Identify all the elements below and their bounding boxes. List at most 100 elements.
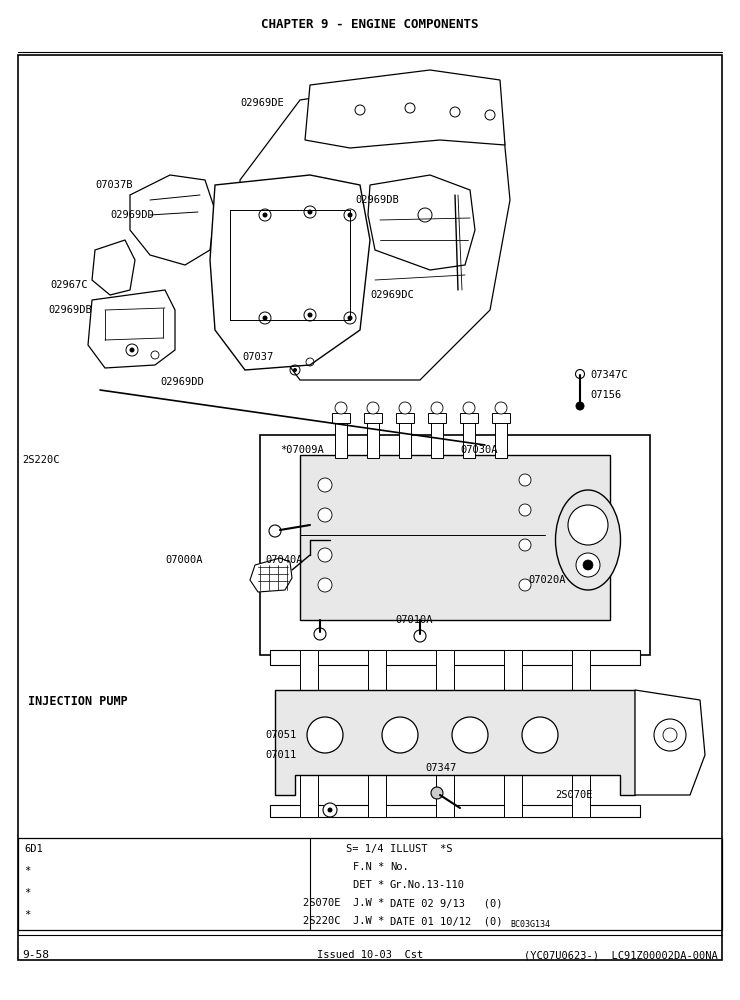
Polygon shape xyxy=(130,175,215,265)
Polygon shape xyxy=(240,80,510,380)
Text: 07000A: 07000A xyxy=(165,555,203,565)
Circle shape xyxy=(308,210,312,215)
Circle shape xyxy=(519,539,531,551)
Circle shape xyxy=(414,630,426,642)
Circle shape xyxy=(323,803,337,817)
Circle shape xyxy=(263,316,267,320)
Polygon shape xyxy=(92,240,135,295)
Circle shape xyxy=(328,808,332,812)
Circle shape xyxy=(308,312,312,318)
Text: *07009A: *07009A xyxy=(280,445,324,455)
Text: 2S070E: 2S070E xyxy=(555,790,593,800)
Ellipse shape xyxy=(556,490,621,590)
Circle shape xyxy=(367,402,379,414)
Circle shape xyxy=(431,787,443,799)
Circle shape xyxy=(314,628,326,640)
Bar xyxy=(332,413,350,423)
Bar xyxy=(396,413,414,423)
Text: 07010A: 07010A xyxy=(395,615,432,625)
Polygon shape xyxy=(210,175,370,370)
Text: DATE 01 10/12  (0): DATE 01 10/12 (0) xyxy=(390,916,502,926)
Circle shape xyxy=(335,402,347,414)
Bar xyxy=(300,650,318,817)
Circle shape xyxy=(318,548,332,562)
Polygon shape xyxy=(635,690,705,795)
Circle shape xyxy=(654,719,686,751)
Polygon shape xyxy=(250,558,292,592)
Circle shape xyxy=(307,717,343,753)
Circle shape xyxy=(269,525,281,537)
Polygon shape xyxy=(305,70,505,148)
Text: DATE 02 9/13   (0): DATE 02 9/13 (0) xyxy=(390,898,502,908)
Circle shape xyxy=(382,717,418,753)
Text: S= 1/4: S= 1/4 xyxy=(346,844,384,854)
Text: 6D1: 6D1 xyxy=(24,844,43,854)
Bar xyxy=(367,420,379,458)
Text: 07051: 07051 xyxy=(265,730,296,740)
Bar xyxy=(431,420,443,458)
Text: 02969DD: 02969DD xyxy=(160,377,204,387)
Polygon shape xyxy=(368,175,475,270)
Circle shape xyxy=(318,578,332,592)
Bar xyxy=(492,413,510,423)
Text: 07037B: 07037B xyxy=(95,180,132,190)
Polygon shape xyxy=(275,690,635,795)
Bar xyxy=(260,435,650,655)
Text: No.: No. xyxy=(390,862,408,872)
Circle shape xyxy=(519,474,531,486)
Circle shape xyxy=(318,478,332,492)
Bar xyxy=(495,420,507,458)
Bar xyxy=(270,805,640,817)
Text: 07347: 07347 xyxy=(425,763,457,773)
Circle shape xyxy=(583,560,593,570)
Circle shape xyxy=(263,213,267,218)
Bar xyxy=(364,413,382,423)
Polygon shape xyxy=(88,290,175,368)
Circle shape xyxy=(663,728,677,742)
Text: Gr.No.13-110: Gr.No.13-110 xyxy=(390,880,465,890)
Text: 02967C: 02967C xyxy=(50,280,87,290)
Text: 07156: 07156 xyxy=(590,390,622,400)
Bar xyxy=(399,420,411,458)
Bar xyxy=(300,455,610,620)
Circle shape xyxy=(522,717,558,753)
Circle shape xyxy=(519,579,531,591)
Circle shape xyxy=(568,505,608,545)
Circle shape xyxy=(348,316,352,320)
Text: 02969DE: 02969DE xyxy=(240,98,283,108)
Text: *: * xyxy=(24,888,30,898)
Text: 9-58: 9-58 xyxy=(22,950,49,960)
Text: 02969DB: 02969DB xyxy=(48,305,92,315)
Circle shape xyxy=(576,402,584,410)
Circle shape xyxy=(519,504,531,516)
Circle shape xyxy=(452,717,488,753)
Bar xyxy=(504,650,522,817)
Bar xyxy=(460,413,478,423)
Circle shape xyxy=(130,348,135,353)
Text: 2S070E  J.W *: 2S070E J.W * xyxy=(303,898,384,908)
Text: 2S220C: 2S220C xyxy=(22,455,59,465)
Circle shape xyxy=(495,402,507,414)
Bar xyxy=(368,650,386,817)
Text: BC03G134: BC03G134 xyxy=(510,920,550,929)
Circle shape xyxy=(576,369,585,378)
Bar xyxy=(572,650,590,817)
Bar xyxy=(436,650,454,817)
Text: ILLUST  *S: ILLUST *S xyxy=(390,844,452,854)
Text: DET *: DET * xyxy=(353,880,384,890)
Text: 07011: 07011 xyxy=(265,750,296,760)
Text: 07020A: 07020A xyxy=(528,575,565,585)
Circle shape xyxy=(399,402,411,414)
Bar xyxy=(270,650,640,665)
Text: *: * xyxy=(24,866,30,876)
Text: 07040A: 07040A xyxy=(265,555,303,565)
Text: 07037: 07037 xyxy=(242,352,273,362)
Text: (YC07U0623-)  LC91Z00002DA-00NA: (YC07U0623-) LC91Z00002DA-00NA xyxy=(524,950,718,960)
Bar xyxy=(463,420,475,458)
Circle shape xyxy=(293,368,297,372)
Circle shape xyxy=(463,402,475,414)
Bar xyxy=(335,420,347,458)
Circle shape xyxy=(318,508,332,522)
Text: CHAPTER 9 - ENGINE COMPONENTS: CHAPTER 9 - ENGINE COMPONENTS xyxy=(261,18,479,31)
Text: Issued 10-03  Cst: Issued 10-03 Cst xyxy=(317,950,423,960)
